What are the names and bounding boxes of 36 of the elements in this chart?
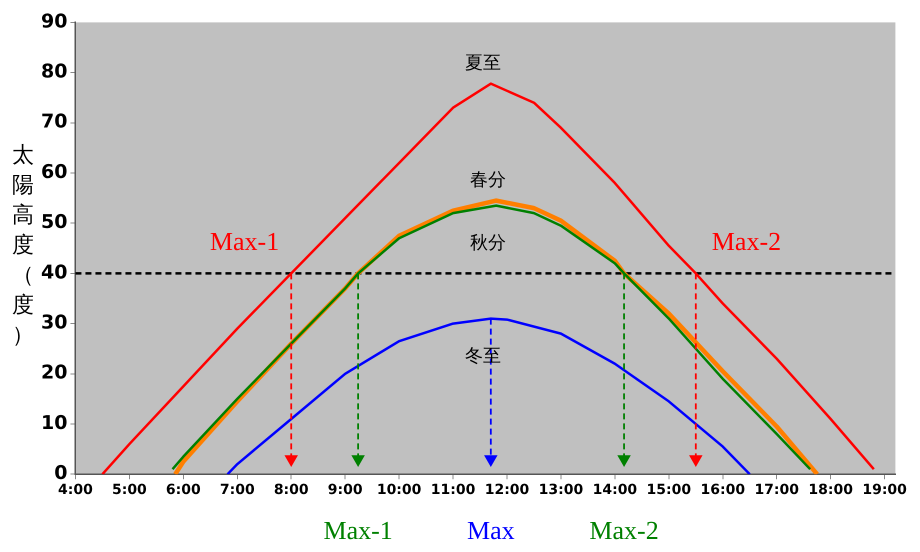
text: Max xyxy=(466,516,515,546)
x-tick-label: 19:00 xyxy=(862,482,908,498)
x-tick-label: 16:00 xyxy=(700,482,746,498)
x-tick-label: 5:00 xyxy=(112,482,148,498)
x-tick-label: 7:00 xyxy=(220,482,255,498)
x-tick-label: 12:00 xyxy=(484,482,530,498)
y-tick-label: 30 xyxy=(40,312,68,334)
x-tick-label: 9:00 xyxy=(328,482,363,498)
x-tick-label: 15:00 xyxy=(646,482,692,498)
y-tick-label: 0 xyxy=(54,462,68,484)
y-tick-label: 50 xyxy=(40,211,68,234)
y-tick-label: 90 xyxy=(40,10,68,32)
x-tick-label: 6:00 xyxy=(166,482,201,498)
x-tick-label: 11:00 xyxy=(430,482,476,498)
series-label: 秋分 xyxy=(470,232,506,254)
y-tick-label: 40 xyxy=(40,261,68,284)
y-tick-label: 70 xyxy=(40,110,68,133)
annotation: Max-1 xyxy=(210,227,280,256)
series-label: 春分 xyxy=(470,169,506,190)
y-tick-label: 60 xyxy=(40,160,68,183)
y-tick-label: 10 xyxy=(40,412,68,434)
text: Max-1 xyxy=(323,516,393,546)
x-tick-label: 14:00 xyxy=(592,482,638,498)
x-tick-label: 10:00 xyxy=(376,482,422,498)
text: Max-2 xyxy=(589,516,659,546)
x-tick-label: 18:00 xyxy=(808,482,854,498)
y-axis-title: 太陽高度（度） xyxy=(11,142,35,350)
x-tick-label: 17:00 xyxy=(754,482,800,498)
y-tick-label: 20 xyxy=(40,362,68,384)
series-label: 夏至 xyxy=(464,52,501,74)
series-label: 冬至 xyxy=(464,345,501,366)
y-tick-label: 80 xyxy=(40,60,68,83)
x-tick-label: 4:00 xyxy=(58,482,94,498)
x-tick-label: 8:00 xyxy=(274,482,309,498)
annotation: Max-2 xyxy=(712,227,782,256)
x-tick-label: 13:00 xyxy=(538,482,584,498)
